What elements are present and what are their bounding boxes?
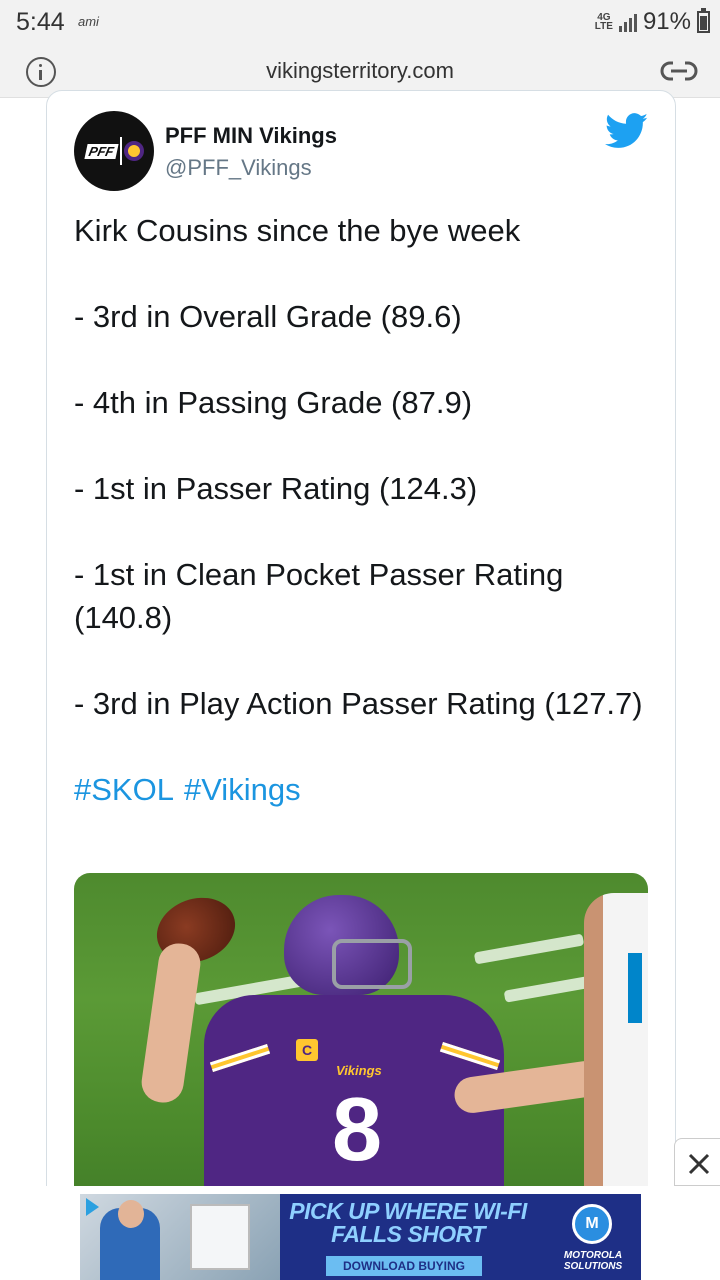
status-time: 5:44 [16, 8, 65, 36]
ad-cta-button[interactable]: DOWNLOAD BUYING GUIDE [326, 1256, 482, 1280]
ad-area: PICK UP WHERE WI-FI FALLS SHORT DOWNLOAD… [0, 1186, 720, 1280]
player-jersey [204, 995, 504, 1209]
hashtag-link[interactable]: #SKOL [74, 772, 174, 807]
ad-play-icon [86, 1198, 99, 1216]
network-type-icon: 4G LTE [594, 12, 613, 32]
author-name[interactable]: PFF MIN Vikings [165, 123, 337, 148]
tweet-line: - 1st in Passer Rating (124.3) [74, 471, 478, 506]
ad-banner[interactable]: PICK UP WHERE WI-FI FALLS SHORT DOWNLOAD… [80, 1194, 641, 1280]
status-indicators: 4G LTE 91% [595, 8, 710, 36]
author-handle[interactable]: @PFF_Vikings [165, 155, 312, 180]
battery-icon [697, 8, 710, 33]
ad-close-button[interactable] [674, 1138, 720, 1186]
tweet-line: - 3rd in Play Action Passer Rating (127.… [74, 686, 643, 721]
ad-headline: PICK UP WHERE WI-FI FALLS SHORT [289, 1198, 527, 1247]
opponent-player [584, 893, 648, 1209]
network-type-top: 4G [597, 12, 611, 23]
network-type-bottom: LTE [594, 21, 613, 32]
url-text[interactable]: vikingsterritory.com [266, 58, 454, 83]
tweet-line: - 1st in Clean Pocket Passer Rating (140… [74, 557, 564, 635]
close-icon [688, 1153, 710, 1175]
jersey-number: 8 [332, 1080, 383, 1180]
ad-brand: MOTOROLA SOLUTIONS [563, 1250, 623, 1272]
signal-icon [618, 12, 637, 32]
captain-patch: C [296, 1039, 318, 1061]
tweet-photo[interactable]: C Vikings 8 [74, 873, 648, 1209]
hashtags: #SKOL #Vikings [74, 768, 654, 811]
info-icon[interactable] [26, 57, 56, 87]
status-bar: 5:44 ami 4G LTE 91% [0, 0, 720, 44]
jersey-text: Vikings [336, 1063, 382, 1078]
link-icon[interactable] [660, 60, 698, 82]
tweet-text: Kirk Cousins since the bye week - 3rd in… [74, 209, 654, 811]
vikings-logo-icon [124, 141, 144, 161]
status-carrier: ami [78, 14, 99, 29]
battery-percent: 91% [642, 8, 691, 35]
avatar[interactable]: PFF [74, 111, 154, 191]
twitter-bird-icon[interactable] [605, 113, 649, 149]
ad-image [80, 1194, 280, 1280]
tweet-line: - 3rd in Overall Grade (89.6) [74, 299, 462, 334]
tweet-card[interactable]: PFF PFF MIN Vikings @PFF_Vikings Kirk Co… [46, 90, 676, 1210]
tweet-line: - 4th in Passing Grade (87.9) [74, 385, 473, 420]
motorola-logo-icon: M [572, 1204, 612, 1244]
browser-address-bar: vikingsterritory.com [0, 44, 720, 98]
tweet-line: Kirk Cousins since the bye week [74, 213, 521, 248]
avatar-logo-text: PFF [84, 144, 119, 159]
hashtag-link[interactable]: #Vikings [183, 772, 301, 807]
